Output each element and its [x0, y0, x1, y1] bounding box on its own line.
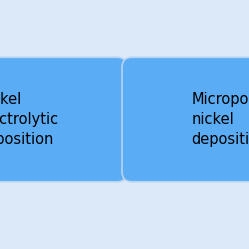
- FancyBboxPatch shape: [122, 57, 249, 182]
- Text: Microporous
nickel
deposition: Microporous nickel deposition: [192, 92, 249, 147]
- Text: Nickel
electrolytic
deposition: Nickel electrolytic deposition: [0, 92, 59, 147]
- FancyBboxPatch shape: [0, 57, 127, 182]
